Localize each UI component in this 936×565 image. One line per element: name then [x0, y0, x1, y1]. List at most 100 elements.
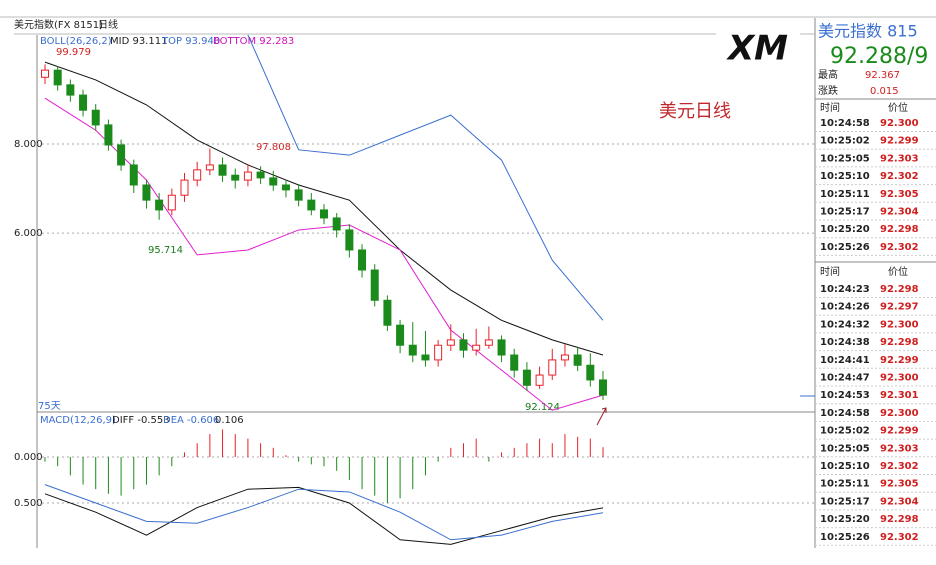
- symbol: 美元指数(FX 8151): [14, 18, 103, 31]
- quote-price: 92.304: [880, 207, 919, 218]
- candle-body: [510, 354, 519, 371]
- indicator-line: [44, 486, 604, 545]
- diff-label: DIFF -0.553: [112, 415, 170, 426]
- macd-label: MACD(12,26,9): [40, 415, 116, 426]
- col-price: 价位: [888, 101, 908, 114]
- quote-time: 10:25:05: [820, 443, 870, 454]
- quote-price: 92.288/9: [830, 44, 928, 69]
- candle-body: [129, 164, 138, 186]
- candle-body: [497, 339, 506, 356]
- candle-body: [560, 354, 569, 361]
- quote-time: 10:25:20: [820, 514, 870, 525]
- quote-price: 92.302: [880, 461, 919, 472]
- quote-time: 10:25:02: [820, 136, 870, 147]
- candle-body: [180, 179, 189, 196]
- indicator-line: [44, 484, 604, 541]
- period[interactable]: 日线: [98, 18, 118, 31]
- logo-box: [716, 28, 800, 70]
- quote-time: 10:25:11: [820, 479, 870, 490]
- quote-price: 92.298: [880, 514, 919, 525]
- candle-body: [446, 339, 455, 346]
- annotation: 95.714: [148, 245, 183, 256]
- quote-price: 92.300: [880, 373, 919, 384]
- quote-price: 92.300: [880, 319, 919, 330]
- candle-body: [307, 199, 316, 211]
- change-value: 0.015: [870, 86, 899, 97]
- candle-body: [269, 177, 278, 186]
- col-time: 时间: [820, 101, 840, 114]
- arrow: [596, 407, 607, 426]
- mid-label: MID 93.111: [110, 36, 167, 47]
- quote-time: 10:24:26: [820, 302, 870, 313]
- quote-time: 10:25:10: [820, 171, 870, 182]
- quote-time: 10:25:17: [820, 207, 870, 218]
- quote-price: 92.300: [880, 118, 919, 129]
- days-label: 75天: [38, 401, 61, 412]
- y-tick-label: 0.500: [14, 498, 43, 509]
- candle-body: [586, 364, 595, 381]
- candle-body: [396, 324, 405, 346]
- candle-body: [155, 199, 164, 211]
- quote-price: 92.302: [880, 532, 919, 543]
- quote-time: 10:25:20: [820, 224, 870, 235]
- candle-body: [522, 369, 531, 386]
- quote-price: 92.305: [880, 479, 919, 490]
- candle-body: [243, 171, 252, 181]
- indicator-line: [44, 61, 604, 356]
- annotation: 99.979: [56, 47, 91, 58]
- candle-body: [66, 84, 75, 96]
- candle-body: [459, 339, 468, 351]
- high-value: 92.367: [865, 70, 900, 81]
- quote-time: 10:25:26: [820, 532, 870, 543]
- quote-price: 92.301: [880, 390, 919, 401]
- candle-body: [231, 174, 240, 181]
- candle-body: [53, 69, 62, 86]
- quote-price: 92.298: [880, 284, 919, 295]
- quote-time: 10:25:02: [820, 426, 870, 437]
- macd-value: 0.106: [215, 415, 244, 426]
- candle-body: [91, 109, 100, 126]
- candle-body: [193, 169, 202, 181]
- candle-body: [434, 344, 443, 361]
- quote-price: 92.304: [880, 496, 919, 507]
- bottom-label: BOTTOM 92.283: [213, 36, 294, 47]
- quote-price: 92.302: [880, 171, 919, 182]
- annotation: 97.808: [256, 142, 291, 153]
- candle-body: [421, 354, 430, 361]
- y-tick-label: 0.000: [14, 452, 43, 463]
- quote-time: 10:25:26: [820, 242, 870, 253]
- indicator-line: [247, 34, 604, 321]
- y-tick-label: 6.000: [14, 228, 43, 239]
- quote-time: 10:25:05: [820, 153, 870, 164]
- candle-body: [358, 249, 367, 271]
- candle-body: [484, 339, 493, 346]
- quote-price: 92.299: [880, 136, 919, 147]
- candle-body: [472, 344, 481, 351]
- quote-price: 92.302: [880, 242, 919, 253]
- candle-body: [142, 184, 151, 201]
- quote-price: 92.300: [880, 408, 919, 419]
- candle-body: [294, 189, 303, 201]
- candle-body: [205, 164, 214, 171]
- quote-name: 美元指数 815: [818, 22, 918, 41]
- quote-time: 10:25:10: [820, 461, 870, 472]
- candle-body: [117, 144, 126, 166]
- candle-body: [573, 354, 582, 366]
- quote-panel: 美元指数 815 92.288/9 最高 92.367 涨跌 0.015 时间 …: [815, 22, 936, 278]
- candle-body: [104, 124, 113, 146]
- candle-body: [345, 229, 354, 251]
- candle-body: [370, 269, 379, 301]
- candle-body: [320, 209, 328, 219]
- quote-price: 92.303: [880, 153, 919, 164]
- candle-body: [332, 217, 341, 231]
- candle-body: [256, 171, 265, 179]
- chart-title: 美元日线: [659, 101, 731, 122]
- dea-label: DEA -0.606: [163, 415, 219, 426]
- indicator-line: [44, 97, 604, 411]
- quote-time: 10:25:11: [820, 189, 870, 200]
- logo: XM: [726, 29, 788, 69]
- quote-time: 10:24:47: [820, 373, 870, 384]
- candle-body: [383, 299, 392, 326]
- quote-time: 10:24:58: [820, 408, 870, 419]
